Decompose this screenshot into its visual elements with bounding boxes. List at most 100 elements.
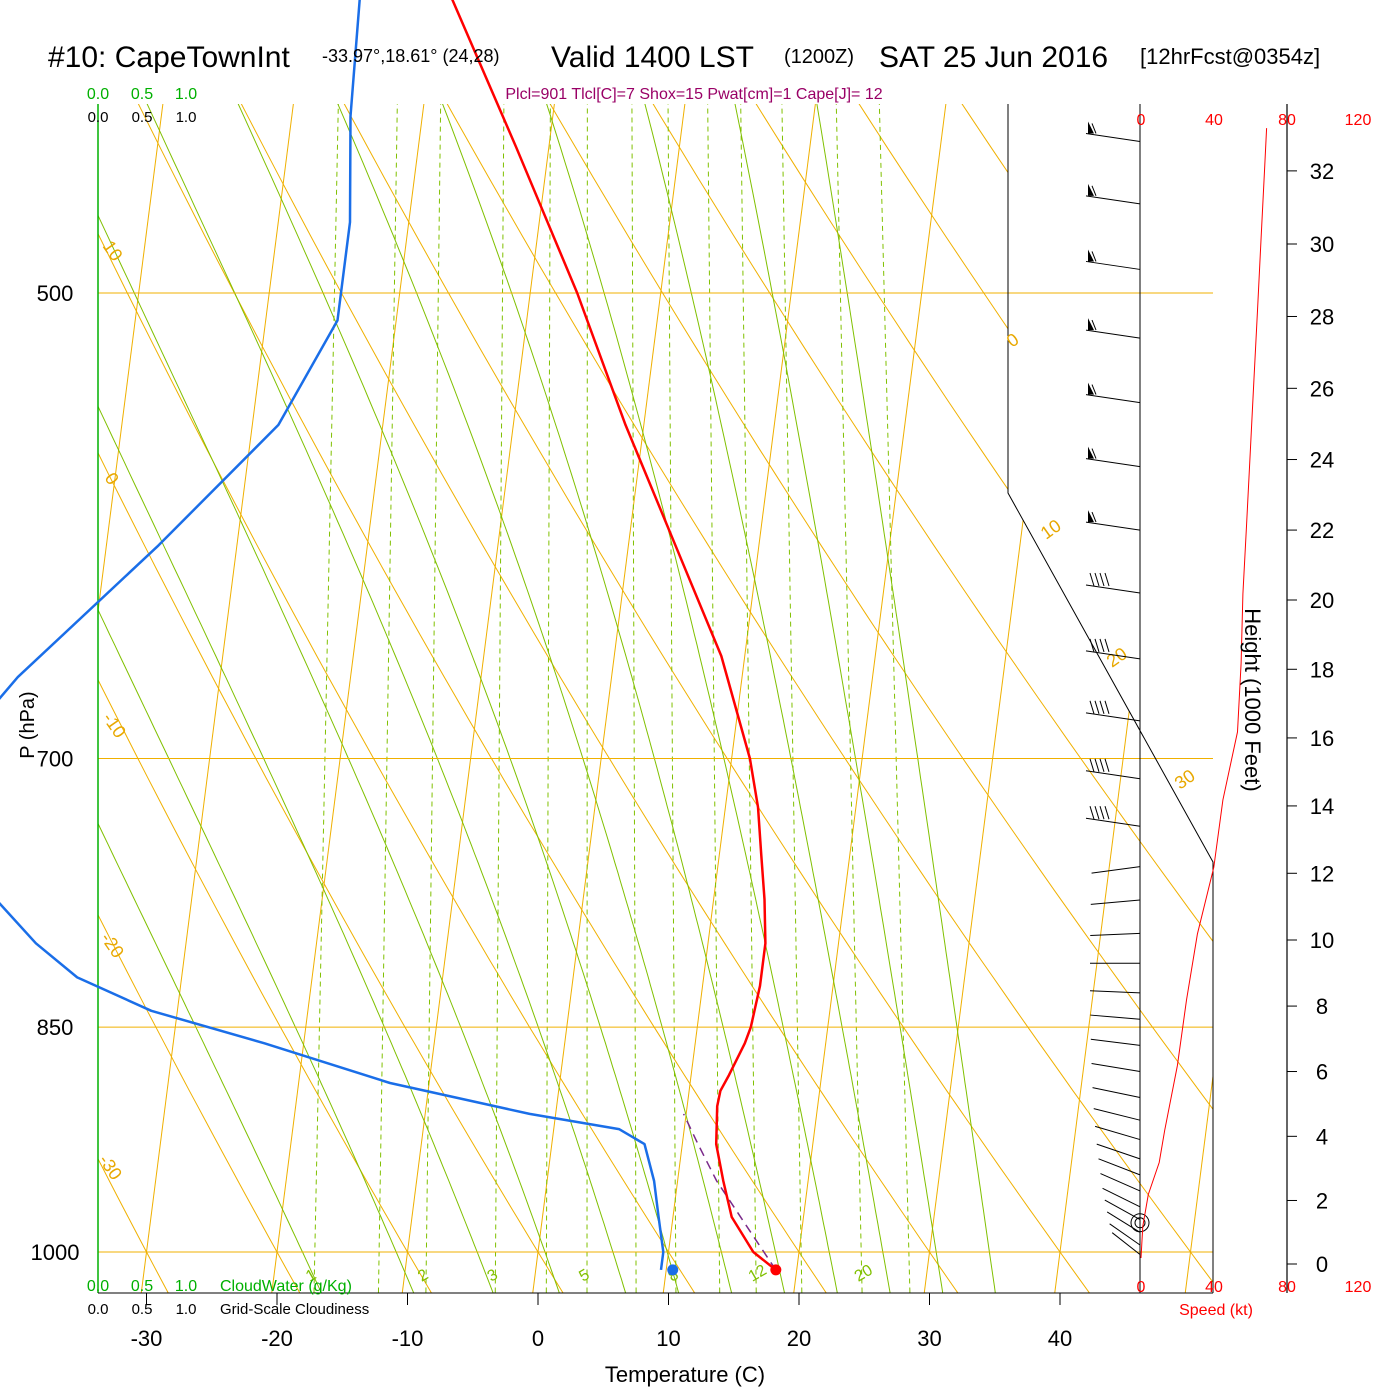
- dry-adiabat-line: [98, 104, 448, 1293]
- wind-barb: [1092, 1087, 1141, 1099]
- dry-adiabat-line: [551, 104, 1213, 1293]
- cloudiness-tick-bottom: 0.0: [88, 1301, 109, 1318]
- wind-barb: [1094, 1125, 1141, 1141]
- wind-barb-staff: [1109, 1223, 1141, 1246]
- wind-barb-feather: [1094, 700, 1100, 714]
- wind-barb-feather: [1091, 123, 1097, 134]
- moist-adiabat-line: [98, 104, 687, 1293]
- height-tick-label: 12: [1310, 861, 1334, 886]
- wind-barb: [1090, 899, 1141, 905]
- pressure-tick-label: 500: [37, 281, 74, 306]
- wind-speed-profile: [1140, 128, 1268, 1259]
- wind-barb-feather: [1094, 758, 1100, 772]
- station-coords: -33.97°,18.61° (24,28): [322, 46, 500, 66]
- dry-adiabat-line: [985, 104, 1213, 1293]
- wind-barb-feather: [1089, 700, 1095, 714]
- dry-adiabat-line: [1333, 0, 1400, 1320]
- pressure-axis-ticks: 2503004005007008501000: [31, 281, 80, 1265]
- cloudiness-tick-top: 0.0: [88, 109, 109, 126]
- wind-barb-feather: [1089, 638, 1095, 653]
- wind-barb-staff: [1090, 990, 1141, 994]
- wind-barb-feather: [1091, 384, 1097, 395]
- surface-markers: [667, 1264, 782, 1276]
- dewpoint-line: [0, 0, 665, 1271]
- wind-barb-feather: [1104, 806, 1110, 820]
- wind-barb: [1111, 1232, 1141, 1255]
- wind-barb-staff: [1093, 1108, 1141, 1121]
- mixing-ratio-line: [494, 104, 506, 1293]
- moist-adiabat-line: [98, 104, 504, 1293]
- height-tick-label: 8: [1316, 994, 1328, 1019]
- x-tick-label: 0: [532, 1326, 544, 1351]
- dry-adiabat-line: [204, 104, 1213, 1293]
- height-tick-label: 10: [1310, 928, 1334, 953]
- wind-barb-staff: [1085, 260, 1141, 270]
- wind-barb: [1102, 1187, 1141, 1208]
- moist-adiabat-line: [98, 104, 739, 1293]
- cloudiness-tick-top: 1.0: [176, 109, 197, 126]
- speed-tick-top: 120: [1345, 112, 1372, 129]
- isotherm-line: [920, 104, 1176, 1293]
- dewpoint-profile: [0, 0, 665, 1271]
- wind-barb-feather: [1089, 758, 1095, 772]
- moist-adiabat-lines: [98, 104, 1000, 1293]
- dry-adiabat-line: [725, 104, 1213, 1293]
- moist-adiabat-line: [672, 104, 1000, 1293]
- cloudwater-ticks: 0.0 0.0 0.0 0.0 0.5 0.5 0.5 0.5 1.0 1.0 1.0 1.0: [87, 86, 197, 1318]
- wind-barb-feather: [1099, 638, 1105, 653]
- height-tick-label: 28: [1310, 304, 1334, 329]
- wind-barb: [1100, 1173, 1141, 1192]
- height-tick-label: 18: [1310, 657, 1334, 682]
- y-axis-label: P (hPa): [17, 691, 39, 758]
- speed-axis-label: Speed (kt): [1179, 1302, 1253, 1319]
- wind-barb-staff: [1085, 650, 1141, 660]
- dry-adiabat-line: [98, 104, 977, 1293]
- mixing-ratio-line: [779, 104, 803, 1293]
- dry-adiabat-line: [98, 104, 845, 1293]
- wind-barb-staff: [1091, 866, 1141, 874]
- isobar-lines: [98, 292, 1213, 1253]
- speed-tick-top: 80: [1278, 112, 1296, 129]
- forecast-run: [12hrFcst@0354z]: [1140, 44, 1320, 69]
- mixing-ratio-labels: 1 2 3 5 8 12 20: [303, 1262, 876, 1286]
- mixing-ratio-lines: [312, 104, 912, 1293]
- surface-temperature-dot: [770, 1264, 782, 1276]
- x-axis-ticks: -30 -20 -10 0 10 20 30 40: [131, 1293, 1072, 1351]
- wind-barb-feather: [1104, 572, 1110, 587]
- height-tick-label: 30: [1310, 232, 1334, 257]
- speed-tick-bottom: 40: [1205, 1279, 1223, 1296]
- wind-barb-feather: [1089, 806, 1095, 820]
- mixing-ratio-line: [705, 104, 721, 1293]
- speed-tick-top: 0: [1137, 112, 1146, 129]
- wind-barb: [1090, 1014, 1141, 1020]
- temperature-profile: [451, 0, 777, 1271]
- isotherm-label: -20: [97, 929, 128, 962]
- wind-barb-staff: [1085, 394, 1141, 404]
- wind-barb: [1090, 1038, 1141, 1046]
- wind-barb: [1085, 700, 1141, 722]
- moist-adiabat-line: [544, 104, 948, 1293]
- wind-barb-pennant: [1088, 510, 1094, 523]
- wind-barb: [1096, 1143, 1141, 1160]
- isotherm-label: 10: [99, 237, 127, 265]
- sounding-indices: Plcl=901 Tlcl[C]=7 Shox=15 Pwat[cm]=1 Ca…: [505, 86, 882, 103]
- wind-barb-feather: [1091, 319, 1097, 331]
- moist-adiabat-line: [246, 104, 844, 1293]
- cloudwater-tick-top: 0.5: [131, 86, 153, 103]
- wind-barb-feather: [1104, 638, 1110, 653]
- wind-barb-feather: [1089, 572, 1095, 587]
- dry-adiabat-line: [117, 104, 1213, 1293]
- parcel-profile: [682, 1113, 777, 1271]
- wind-barbs: [1085, 121, 1150, 1255]
- wind-barb-feather: [1091, 185, 1097, 197]
- mixing-ratio-label: 20: [852, 1262, 876, 1286]
- wind-barb: [1085, 318, 1141, 339]
- wind-barb-staff: [1091, 1062, 1141, 1073]
- wind-barb-staff: [1106, 1211, 1141, 1233]
- mixing-ratio-label: 12: [746, 1262, 770, 1286]
- wind-barb: [1091, 1062, 1141, 1073]
- isotherm-label: 30: [1171, 765, 1199, 793]
- dry-adiabat-line: [291, 104, 1213, 1293]
